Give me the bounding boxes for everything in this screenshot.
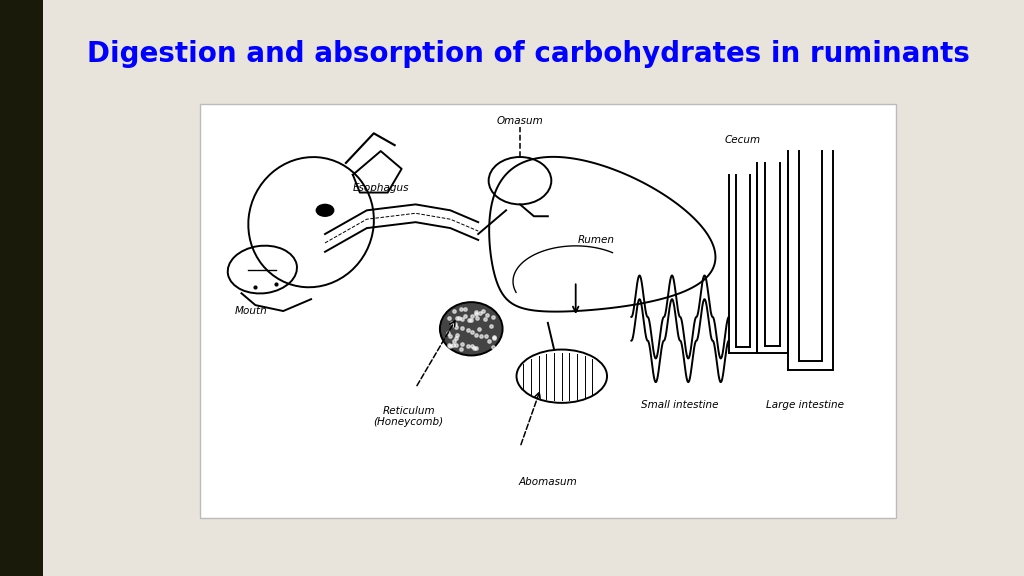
Point [447,319,464,328]
Point [454,339,470,348]
Point [443,319,460,328]
Ellipse shape [440,302,503,355]
Point [453,344,469,354]
Point [447,323,464,332]
Point [460,325,476,335]
Point [454,323,470,332]
Point [485,332,502,341]
Text: Small intestine: Small intestine [641,400,719,410]
Point [440,313,457,323]
Point [446,306,463,316]
Point [485,313,502,322]
Point [449,313,465,322]
Point [447,340,464,350]
Ellipse shape [516,350,607,403]
Point [474,306,490,315]
Point [444,340,461,349]
Point [468,309,484,319]
Text: Omasum: Omasum [497,116,544,126]
Point [447,334,464,343]
Point [472,308,488,317]
Point [473,331,489,340]
Point [441,340,458,350]
Point [464,312,480,321]
Point [452,313,468,322]
Point [457,305,473,314]
Point [477,314,494,324]
Point [454,314,470,324]
Point [464,342,480,351]
Bar [200,104,896,518]
Point [481,337,498,346]
Point [471,324,487,334]
Point [486,334,503,343]
Point [439,329,456,338]
Point [461,316,477,325]
Point [468,308,484,317]
Point [469,313,485,322]
Point [460,342,476,351]
Text: Reticulum
(Honeycomb): Reticulum (Honeycomb) [374,406,443,427]
Point [446,320,463,329]
Point [464,327,480,336]
Text: Esophagus: Esophagus [352,183,409,192]
Text: Digestion and absorption of carbohydrates in ruminants: Digestion and absorption of carbohydrate… [87,40,970,69]
Point [463,316,479,325]
Text: Cecum: Cecum [725,135,761,145]
Point [453,304,469,313]
Text: Mouth: Mouth [234,306,267,316]
Point [468,343,484,353]
Point [441,331,458,340]
Point [450,330,466,339]
Point [479,310,496,320]
Text: Rumen: Rumen [579,235,615,245]
Point [457,311,473,320]
Point [468,330,484,339]
Text: Abomasum: Abomasum [518,477,578,487]
Bar [0,0,43,576]
Polygon shape [489,157,716,312]
Point [445,337,462,346]
Point [478,331,495,340]
Point [441,341,458,350]
Text: Large intestine: Large intestine [767,400,845,410]
Point [485,342,502,351]
Point [465,344,481,353]
Point [483,321,500,331]
Ellipse shape [316,204,334,216]
